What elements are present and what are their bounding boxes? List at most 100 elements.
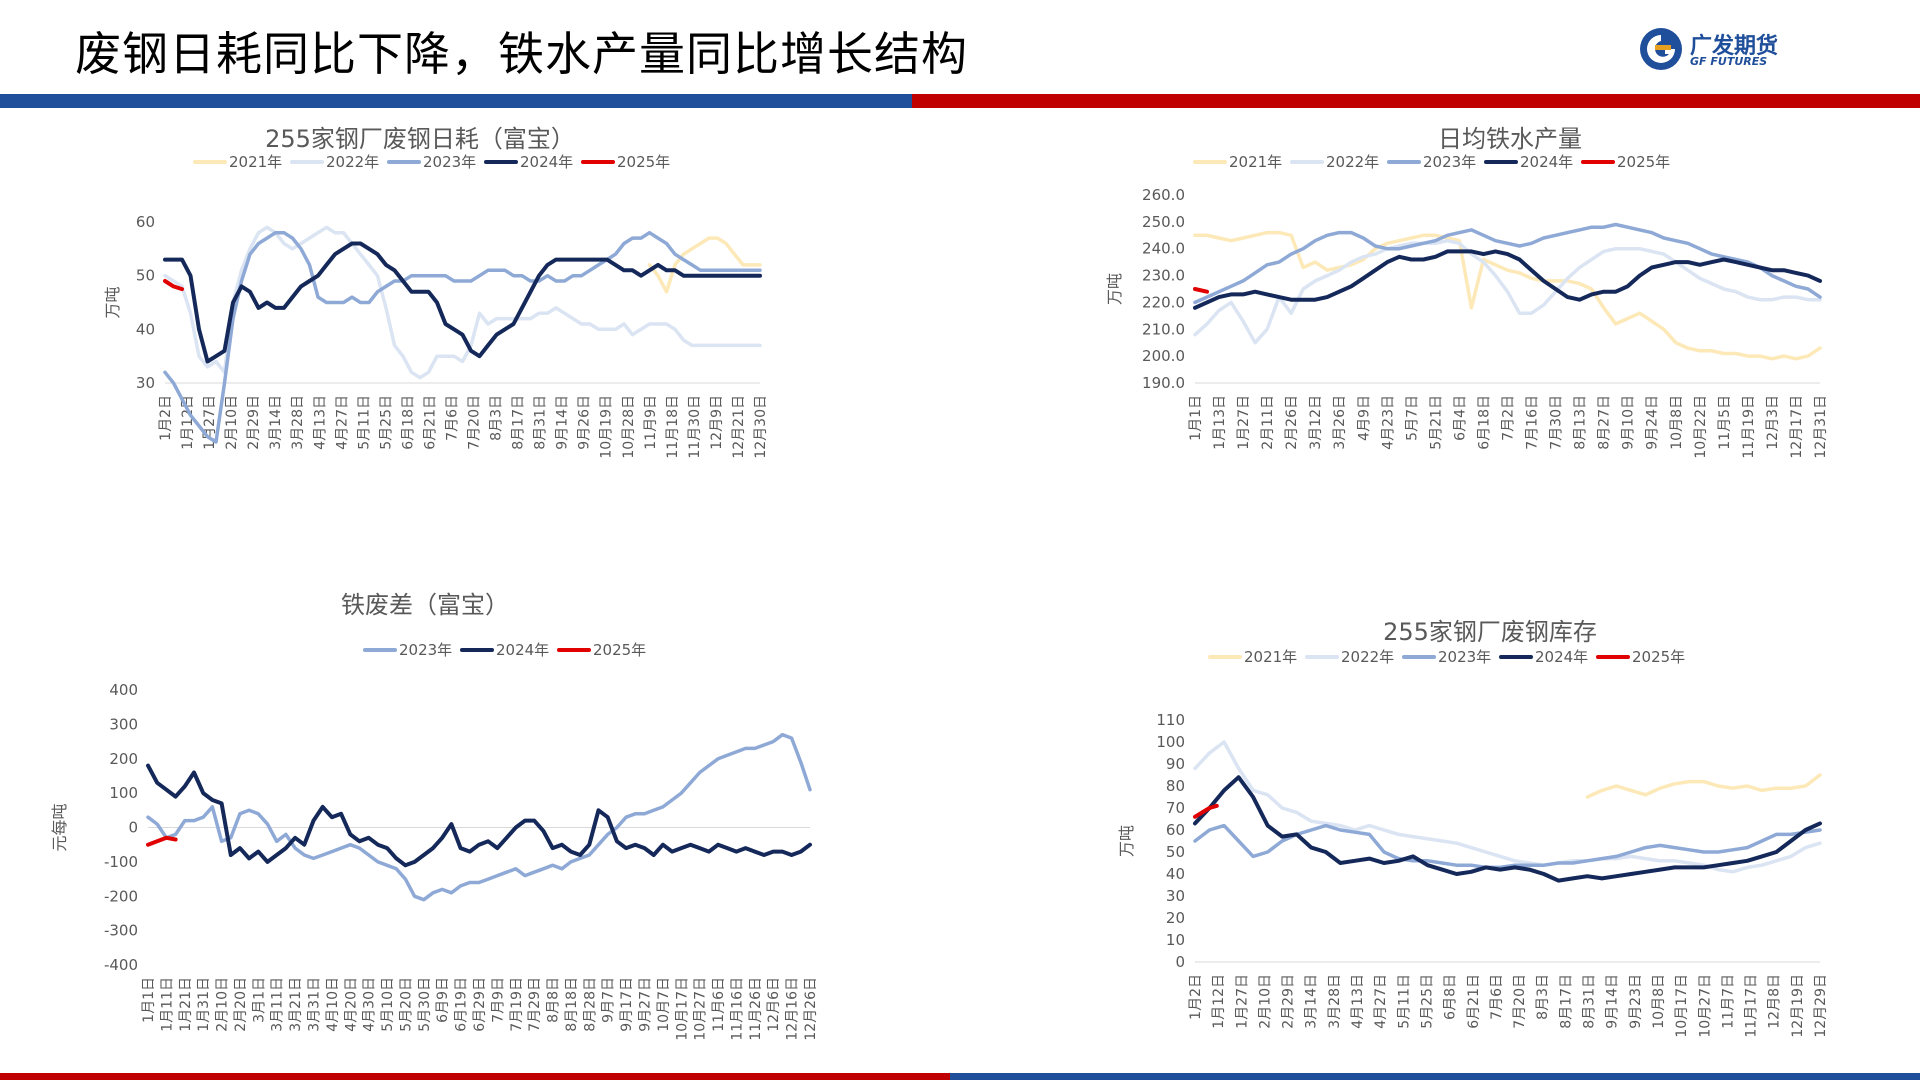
x-tick-label: 7月16日: [1525, 395, 1541, 450]
series-line-2025: [1193, 803, 1219, 819]
header-bar-blue: [0, 94, 912, 108]
x-tick-label: 11月7日: [1720, 974, 1736, 1029]
y-tick-label: 30: [1166, 887, 1185, 905]
x-tick-label: 2月10日: [224, 395, 240, 450]
x-tick-label: 3月21日: [288, 977, 304, 1032]
legend-label-2021: 2021年: [1229, 153, 1282, 171]
x-tick-label: 5月25日: [1419, 974, 1435, 1029]
y-tick-label: 300: [109, 715, 138, 733]
x-tick-label: 6月18日: [1476, 395, 1492, 450]
footer-bar-blue: [950, 1073, 1920, 1080]
chart-hot-metal-scrap-spread: 铁废差（富宝） 2023年 2024年 2025年 -400 -300 -200 -100 0 1…: [50, 591, 819, 1041]
y-tick-label: 90: [1166, 755, 1185, 773]
x-tick-label: 12月30日: [753, 395, 769, 459]
x-tick-label: 3月11日: [270, 977, 286, 1032]
x-tick-label: 10月28日: [621, 395, 637, 459]
y-tick-label: 50: [136, 267, 155, 285]
x-tick-label: 2月11日: [1260, 395, 1276, 450]
x-tick-label: 12月21日: [731, 395, 747, 459]
x-tick-label: 6月18日: [400, 395, 416, 450]
series-line-2025: [1193, 287, 1209, 294]
x-tick-label: 12月17日: [1789, 395, 1805, 459]
x-tick-label: 11月16日: [729, 977, 745, 1041]
y-tick-label: 110: [1156, 711, 1185, 729]
y-tick-label: 80: [1166, 777, 1185, 795]
x-tick-label: 11月26日: [748, 977, 764, 1041]
x-tick-label: 1月27日: [1234, 974, 1250, 1029]
chart-title: 255家钢厂废钢库存: [1383, 618, 1597, 646]
y-tick-label: -300: [104, 922, 138, 940]
x-tick-label: 9月24日: [1645, 395, 1661, 450]
x-tick-label: 10月8日: [1651, 974, 1667, 1029]
legend-label-2025: 2025年: [593, 641, 646, 659]
x-tick-label: 8月31日: [533, 395, 549, 450]
series-line-2023: [1193, 823, 1822, 870]
x-tick-label: 12月6日: [766, 977, 782, 1032]
x-tick-label: 4月30日: [362, 977, 378, 1032]
x-tick-label: 4月13日: [1350, 974, 1366, 1029]
x-tick-label: 1月2日: [1188, 974, 1204, 1020]
x-tick-label: 6月21日: [1466, 974, 1482, 1029]
chart-title: 日均铁水产量: [1438, 125, 1582, 153]
y-tick-label: 0: [1175, 953, 1185, 971]
series-line-2025: [146, 835, 178, 847]
series-line-2024: [146, 763, 812, 868]
y-tick-label: 200: [109, 750, 138, 768]
x-tick-label: 8月31日: [1582, 974, 1598, 1029]
x-tick-label: 1月21日: [178, 977, 194, 1032]
x-tick-label: 9月23日: [1628, 974, 1644, 1029]
x-tick-label: 1月1日: [141, 977, 157, 1023]
y-tick-label: 200.0: [1142, 347, 1185, 365]
x-tick-label: 11月30日: [687, 395, 703, 459]
series-line-2022: [1193, 238, 1822, 345]
x-tick-label: 10月7日: [656, 977, 672, 1032]
y-tick-label: 60: [1166, 821, 1185, 839]
y-axis-label: 万吨: [103, 286, 122, 318]
chart-daily-hot-metal-output: 日均铁水产量 2021年 2022年 2023年 2024年 2025年 190.0 200.…: [1105, 125, 1829, 459]
x-tick-label: 3月12日: [1308, 395, 1324, 450]
x-tick-label: 6月4日: [1452, 395, 1468, 441]
x-tick-label: 1月13日: [1212, 395, 1228, 450]
legend-label-2023: 2023年: [423, 153, 476, 171]
x-tick-label: 4月9日: [1356, 395, 1372, 441]
x-tick-label: 8月17日: [511, 395, 527, 450]
y-tick-label: 220.0: [1142, 293, 1185, 311]
x-tick-label: 2月26日: [1284, 395, 1300, 450]
x-tick-label: 4月20日: [343, 977, 359, 1032]
series-line-2021: [1585, 773, 1822, 799]
x-tick-label: 7月19日: [509, 977, 525, 1032]
chart-scrap-daily-consumption: 255家钢厂废钢日耗（富宝）2021年 2022年 2023年 2024年 2025年 3…: [103, 125, 769, 459]
series-line-2023: [163, 230, 762, 444]
x-tick-label: 3月14日: [1304, 974, 1320, 1029]
gf-logo-icon: [1640, 28, 1682, 70]
x-tick-label: 3月28日: [290, 395, 306, 450]
x-tick-label: 12月31日: [1813, 395, 1829, 459]
x-tick-label: 8月27日: [1597, 395, 1613, 450]
x-tick-label: 11月5日: [1717, 395, 1733, 450]
y-tick-label: -100: [104, 853, 138, 871]
y-tick-label: -200: [104, 887, 138, 905]
y-tick-label: 400: [109, 681, 138, 699]
y-tick-label: 190.0: [1142, 374, 1185, 392]
x-tick-label: 2月20日: [233, 977, 249, 1032]
y-tick-label: 210.0: [1142, 320, 1185, 338]
y-tick-label: 70: [1166, 799, 1185, 817]
x-tick-label: 3月28日: [1327, 974, 1343, 1029]
legend-label-2025: 2025年: [617, 153, 670, 171]
y-tick-label: -400: [104, 956, 138, 974]
legend-label-2025: 2025年: [1617, 153, 1670, 171]
series-line-2021: [1193, 230, 1822, 361]
x-tick-label: 8月3日: [489, 395, 505, 441]
x-tick-label: 1月2日: [158, 395, 174, 441]
x-tick-label: 4月13日: [312, 395, 328, 450]
x-tick-label: 8月3日: [1535, 974, 1551, 1020]
x-tick-label: 7月30日: [1549, 395, 1565, 450]
legend-label-2021: 2021年: [229, 153, 282, 171]
x-tick-label: 1月11日: [159, 977, 175, 1032]
x-tick-label: 6月29日: [472, 977, 488, 1032]
x-tick-label: 5月30日: [417, 977, 433, 1032]
legend-label-2025: 2025年: [1632, 648, 1685, 666]
x-tick-label: 2月10日: [215, 977, 231, 1032]
x-tick-label: 12月9日: [709, 395, 725, 450]
legend-label-2023: 2023年: [1423, 153, 1476, 171]
